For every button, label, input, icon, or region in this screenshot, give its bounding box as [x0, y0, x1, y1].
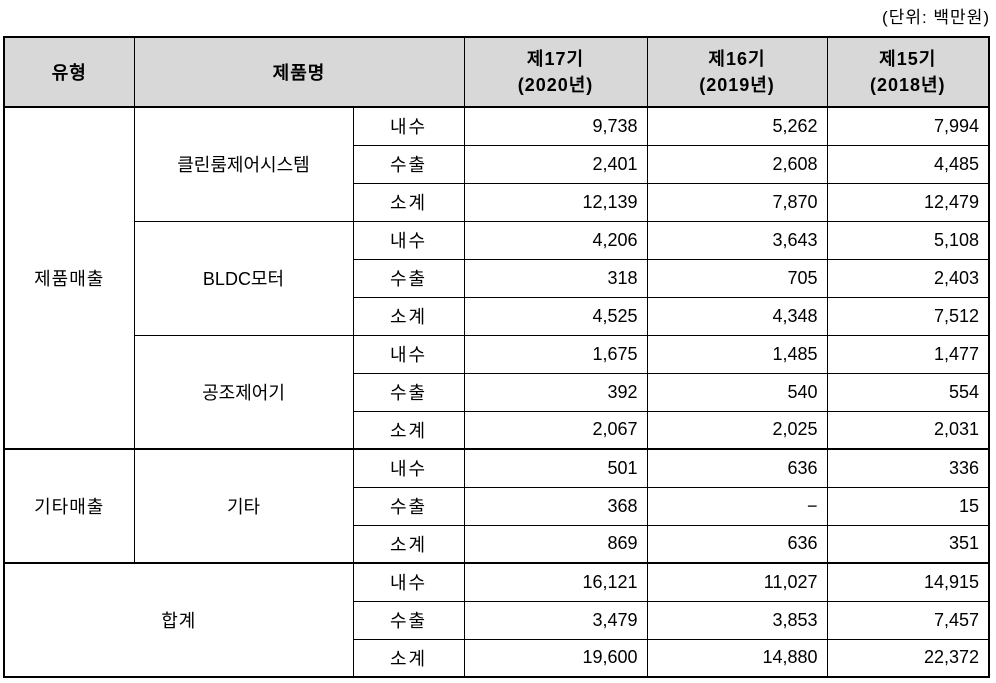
cell-value: 9,738: [463, 106, 648, 146]
cell-value: 11,027: [646, 562, 828, 602]
cell-value: 5,262: [646, 106, 828, 146]
table-row: 공조제어기 내수 1,675 1,485 1,477: [4, 334, 990, 450]
cell-value: 4,485: [826, 144, 990, 184]
header-period-17: 제17기 (2020년): [463, 36, 648, 108]
cell-product-hvac-controller: 공조제어기: [133, 334, 354, 450]
cell-channel-label: 수출: [352, 258, 465, 298]
cell-channel-label: 내수: [352, 448, 465, 488]
cell-value: 636: [646, 448, 828, 488]
cell-value: 540: [646, 372, 828, 412]
cell-value: 336: [826, 448, 990, 488]
table-row: 제품매출 클린룸제어시스템 내수 9,738 5,262 7,994: [3, 106, 990, 450]
cell-value: 3,643: [646, 220, 828, 260]
cell-value: 4,525: [463, 296, 648, 336]
cell-channel-label: 수출: [352, 372, 465, 412]
cell-value: 1,477: [826, 334, 990, 374]
cell-value: 869: [463, 524, 648, 564]
cell-value: 7,457: [826, 600, 990, 640]
cell-value: 2,608: [646, 144, 828, 184]
table-row: 소계 4,525 4,348 7,512: [4, 296, 990, 336]
cell-value: 351: [826, 524, 990, 564]
cell-value: 4,206: [463, 220, 648, 260]
cell-value: 14,880: [646, 638, 828, 678]
cell-value: 14,915: [826, 562, 990, 602]
cell-channel-label: 소계: [352, 638, 465, 678]
cell-product-other: 기타: [133, 448, 354, 564]
cell-value: −: [646, 486, 828, 526]
cell-type-product-sales: 제품매출: [3, 106, 135, 450]
table-row: 소계 869 636 351: [4, 524, 990, 564]
cell-channel-label: 수출: [352, 600, 465, 640]
cell-value: 318: [463, 258, 648, 298]
table-row: 합계 내수 16,121 11,027 14,915: [3, 562, 990, 678]
cell-product-bldc-motor: BLDC모터: [133, 220, 354, 336]
cell-value: 16,121: [463, 562, 648, 602]
cell-total-label: 합계: [3, 562, 354, 678]
header-type: 유형: [3, 36, 135, 108]
product-revenue-table: 유형 제품명 제17기 (2020년) 제16기 (2019년) 제15기 (2…: [3, 36, 990, 678]
table-row: 소계 19,600 14,880 22,372: [4, 638, 990, 678]
cell-channel-label: 소계: [352, 524, 465, 564]
header-period-17-term: 제17기: [526, 49, 585, 69]
cell-channel-label: 수출: [352, 144, 465, 184]
cell-value: 7,994: [826, 106, 990, 146]
cell-channel-label: 소계: [352, 296, 465, 336]
table-row: 소계 12,139 7,870 12,479: [4, 182, 990, 222]
cell-value: 2,401: [463, 144, 648, 184]
header-period-16-term: 제16기: [708, 49, 766, 69]
table-row: 수출 392 540 554: [4, 372, 990, 412]
table-row: 수출 318 705 2,403: [4, 258, 990, 298]
cell-value: 3,479: [463, 600, 648, 640]
cell-channel-label: 내수: [352, 562, 465, 602]
cell-type-other-sales: 기타매출: [3, 448, 135, 564]
cell-channel-label: 내수: [352, 334, 465, 374]
cell-channel-label: 수출: [352, 486, 465, 526]
cell-value: 2,403: [826, 258, 990, 298]
header-period-15: 제15기 (2018년): [826, 36, 990, 108]
cell-channel-label: 내수: [352, 106, 465, 146]
cell-value: 3,853: [646, 600, 828, 640]
unit-label: (단위: 백만원): [882, 8, 990, 27]
header-period-16-year: (2019년): [699, 75, 775, 95]
header-period-17-year: (2020년): [517, 75, 594, 95]
table-row: 소계 2,067 2,025 2,031: [4, 410, 990, 450]
cell-channel-label: 소계: [352, 410, 465, 450]
cell-value: 5,108: [826, 220, 990, 260]
cell-value: 636: [646, 524, 828, 564]
header-product-name: 제품명: [133, 36, 465, 108]
header-row: 유형 제품명 제17기 (2020년) 제16기 (2019년) 제15기 (2…: [3, 36, 990, 108]
table-row: 수출 2,401 2,608 4,485: [4, 144, 990, 184]
header-period-16: 제16기 (2019년): [646, 36, 828, 108]
cell-value: 7,870: [646, 182, 828, 222]
cell-value: 705: [646, 258, 828, 298]
cell-value: 12,479: [826, 182, 990, 222]
table-row: BLDC모터 내수 4,206 3,643 5,108: [4, 220, 990, 336]
cell-value: 1,485: [646, 334, 828, 374]
cell-value: 22,372: [826, 638, 990, 678]
cell-value: 1,675: [463, 334, 648, 374]
cell-value: 2,025: [646, 410, 828, 450]
cell-value: 368: [463, 486, 648, 526]
cell-value: 554: [826, 372, 990, 412]
cell-value: 7,512: [826, 296, 990, 336]
cell-channel-label: 내수: [352, 220, 465, 260]
cell-channel-label: 소계: [352, 182, 465, 222]
cell-value: 15: [826, 486, 990, 526]
cell-value: 2,067: [463, 410, 648, 450]
cell-value: 19,600: [463, 638, 648, 678]
cell-value: 501: [463, 448, 648, 488]
cell-value: 392: [463, 372, 648, 412]
cell-value: 12,139: [463, 182, 648, 222]
cell-value: 4,348: [646, 296, 828, 336]
header-period-15-year: (2018년): [869, 75, 946, 95]
cell-value: 2,031: [826, 410, 990, 450]
table-row: 기타매출 기타 내수 501 636 336: [3, 448, 990, 564]
header-period-15-term: 제15기: [879, 49, 937, 69]
cell-product-cleanroom: 클린룸제어시스템: [133, 106, 354, 222]
